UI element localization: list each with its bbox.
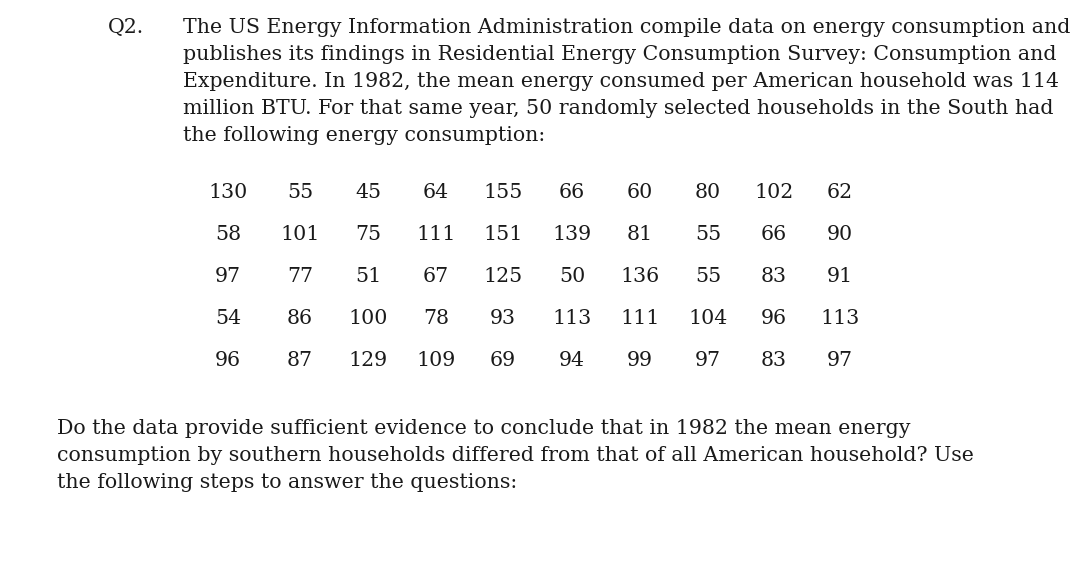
Text: 97: 97: [215, 267, 241, 286]
Text: 77: 77: [287, 267, 313, 286]
Text: 66: 66: [559, 183, 585, 202]
Text: 96: 96: [761, 309, 787, 328]
Text: 87: 87: [287, 351, 313, 370]
Text: publishes its findings in Residential Energy Consumption Survey: Consumption and: publishes its findings in Residential En…: [183, 45, 1056, 64]
Text: 130: 130: [208, 183, 247, 202]
Text: 151: 151: [483, 225, 522, 244]
Text: 90: 90: [827, 225, 853, 244]
Text: 136: 136: [620, 267, 659, 286]
Text: 67: 67: [423, 267, 449, 286]
Text: 55: 55: [695, 225, 721, 244]
Text: Do the data provide sufficient evidence to conclude that in 1982 the mean energy: Do the data provide sufficient evidence …: [57, 419, 911, 438]
Text: 60: 60: [627, 183, 653, 202]
Text: 54: 54: [215, 309, 241, 328]
Text: Expenditure. In 1982, the mean energy consumed per American household was 114: Expenditure. In 1982, the mean energy co…: [183, 72, 1058, 91]
Text: 91: 91: [827, 267, 853, 286]
Text: 94: 94: [559, 351, 585, 370]
Text: million BTU. For that same year, 50 randomly selected households in the South ha: million BTU. For that same year, 50 rand…: [183, 99, 1053, 118]
Text: 101: 101: [281, 225, 319, 244]
Text: 69: 69: [490, 351, 516, 370]
Text: 96: 96: [215, 351, 241, 370]
Text: 45: 45: [355, 183, 381, 202]
Text: 109: 109: [416, 351, 455, 370]
Text: the following energy consumption:: the following energy consumption:: [183, 126, 545, 145]
Text: Q2.: Q2.: [108, 18, 145, 37]
Text: 83: 83: [761, 267, 787, 286]
Text: 55: 55: [695, 267, 721, 286]
Text: 102: 102: [754, 183, 794, 202]
Text: 83: 83: [761, 351, 787, 370]
Text: 81: 81: [627, 225, 653, 244]
Text: The US Energy Information Administration compile data on energy consumption and: The US Energy Information Administration…: [183, 18, 1070, 37]
Text: 125: 125: [483, 267, 522, 286]
Text: 104: 104: [688, 309, 727, 328]
Text: 100: 100: [349, 309, 387, 328]
Text: 113: 113: [552, 309, 591, 328]
Text: 78: 78: [423, 309, 449, 328]
Text: 93: 93: [490, 309, 516, 328]
Text: 139: 139: [552, 225, 591, 244]
Text: 58: 58: [215, 225, 241, 244]
Text: 113: 113: [820, 309, 860, 328]
Text: 75: 75: [355, 225, 381, 244]
Text: 50: 50: [559, 267, 585, 286]
Text: 111: 111: [416, 225, 455, 244]
Text: 64: 64: [423, 183, 449, 202]
Text: 55: 55: [287, 183, 313, 202]
Text: 86: 86: [287, 309, 313, 328]
Text: 62: 62: [827, 183, 853, 202]
Text: the following steps to answer the questions:: the following steps to answer the questi…: [57, 473, 517, 492]
Text: 111: 111: [620, 309, 659, 328]
Text: 97: 97: [695, 351, 721, 370]
Text: 66: 66: [761, 225, 787, 244]
Text: 80: 80: [695, 183, 721, 202]
Text: 51: 51: [355, 267, 381, 286]
Text: 155: 155: [483, 183, 522, 202]
Text: consumption by southern households differed from that of all American household?: consumption by southern households diffe…: [57, 446, 974, 465]
Text: 129: 129: [349, 351, 387, 370]
Text: 99: 99: [627, 351, 653, 370]
Text: 97: 97: [827, 351, 853, 370]
